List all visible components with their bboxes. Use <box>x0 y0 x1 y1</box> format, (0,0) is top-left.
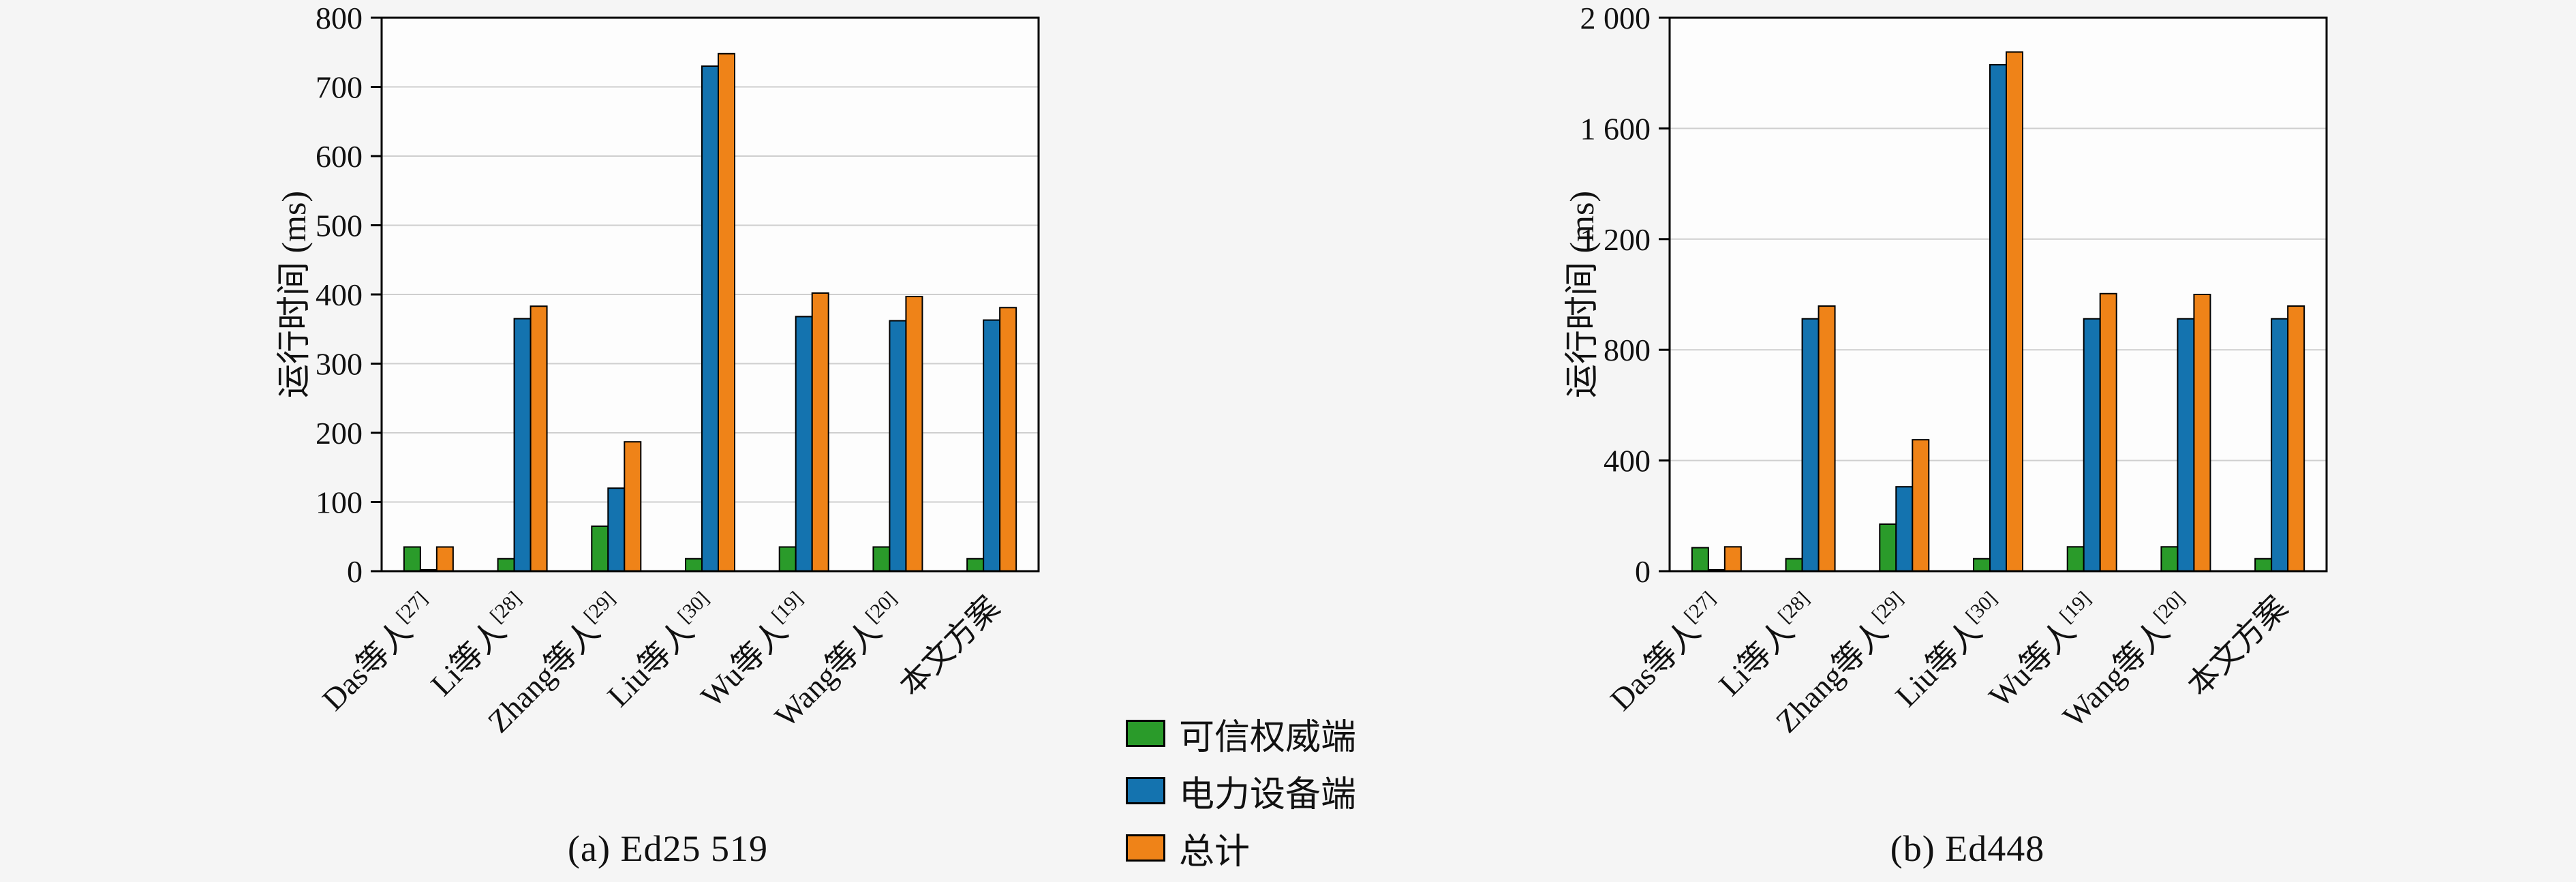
bar-可信权威端-3 <box>685 558 703 572</box>
bar-总计-6 <box>999 307 1017 572</box>
bar-可信权威端-1 <box>497 558 515 572</box>
bar-电力设备端-6 <box>983 319 1001 572</box>
legend: 可信权威端 电力设备端 总计 <box>1126 709 1356 872</box>
chart-ed448: 0 400 800 1 200 1 600 2 000 Das等人[27] Li等人[28] Z… <box>1288 0 2576 882</box>
bar-可信权威端-2 <box>591 526 609 573</box>
y-tick-label: 300 <box>316 347 363 382</box>
legend-item-total: 总计 <box>1126 823 1356 872</box>
y-axis-title: 运行时间 (ms) <box>1563 191 1601 398</box>
bar-总计-2 <box>1912 439 1930 573</box>
bar-可信权威端-2 <box>1879 523 1897 572</box>
bar-总计-3 <box>2006 51 2023 573</box>
legend-label-power-device: 电力设备端 <box>1179 775 1357 815</box>
bar-可信权威端-4 <box>2066 546 2085 572</box>
y-tick-label: 400 <box>316 277 363 312</box>
bar-可信权威端-3 <box>1973 558 1991 572</box>
bar-电力设备端-2 <box>1895 486 1914 572</box>
caption-b: (b) Ed448 <box>1890 828 2045 869</box>
y-tick-label: 500 <box>316 209 363 243</box>
bar-可信权威端-0 <box>403 546 421 572</box>
bar-电力设备端-4 <box>795 316 813 572</box>
bar-总计-2 <box>624 441 642 572</box>
x-tick-label: Das等人[27] <box>1601 587 1731 717</box>
bar-电力设备端-3 <box>701 65 719 573</box>
legend-item-power-device: 电力设备端 <box>1126 766 1356 815</box>
bar-可信权威端-5 <box>2160 546 2179 572</box>
bar-可信权威端-6 <box>2254 558 2273 572</box>
y-tick-label: 800 <box>1604 333 1651 367</box>
bar-总计-0 <box>1723 546 1742 572</box>
y-tick-label: 200 <box>316 416 363 451</box>
legend-swatch-green <box>1126 720 1165 747</box>
bar-电力设备端-4 <box>2083 318 2101 572</box>
bar-电力设备端-5 <box>2177 318 2195 572</box>
y-tick-label: 2 000 <box>1580 1 1651 35</box>
plot-frame <box>1668 16 2328 573</box>
x-tick-label: 本文方案 <box>893 590 1006 703</box>
bar-可信权威端-6 <box>966 558 985 572</box>
bar-可信权威端-5 <box>872 546 891 572</box>
bar-电力设备端-6 <box>2271 318 2289 572</box>
y-tick-label: 700 <box>316 70 363 105</box>
bar-电力设备端-2 <box>607 487 626 573</box>
y-tick-label: 0 <box>1635 554 1651 589</box>
x-tick-label: Das等人[27] <box>313 587 443 717</box>
legend-swatch-orange <box>1126 834 1165 862</box>
bar-电力设备端-3 <box>1989 64 2007 572</box>
y-tick-label: 1 200 <box>1580 222 1651 257</box>
y-axis-title: 运行时间 (ms) <box>275 191 313 398</box>
y-tick-label: 1 600 <box>1580 111 1651 146</box>
caption-a: (a) Ed25 519 <box>568 828 768 869</box>
y-tick-label: 100 <box>316 485 363 520</box>
bar-总计-4 <box>2099 292 2117 572</box>
bar-总计-0 <box>435 546 454 572</box>
legend-item-trusted-authority: 可信权威端 <box>1126 709 1356 758</box>
chart-ed25519-plot: 0100200300400500600700800Das等人[27]Li等人[2… <box>275 1 1040 740</box>
bar-总计-1 <box>530 305 548 572</box>
x-tick-label: 本文方案 <box>2181 590 2294 703</box>
bar-总计-5 <box>905 296 923 572</box>
bar-电力设备端-1 <box>1801 318 1820 572</box>
bar-总计-1 <box>1818 305 1836 572</box>
bar-可信权威端-1 <box>1785 558 1803 572</box>
y-tick-label: 600 <box>316 139 363 174</box>
bar-电力设备端-1 <box>513 318 532 572</box>
y-tick-label: 0 <box>347 554 363 589</box>
legend-label-trusted-authority: 可信权威端 <box>1179 718 1357 757</box>
legend-label-total: 总计 <box>1179 832 1251 872</box>
bar-可信权威端-4 <box>778 546 797 572</box>
bar-总计-4 <box>811 292 829 572</box>
y-tick-label: 800 <box>316 1 363 35</box>
bar-电力设备端-5 <box>889 320 907 572</box>
legend-swatch-blue <box>1126 777 1165 804</box>
bar-总计-5 <box>2193 294 2211 572</box>
bar-总计-3 <box>718 52 735 572</box>
chart-ed25519: 0 100 200 300 400 500 600 700 800 Das等人[27] Li等人[2… <box>275 1 1040 869</box>
bar-可信权威端-0 <box>1691 547 1709 572</box>
bar-总计-6 <box>2287 305 2305 572</box>
y-tick-label: 400 <box>1604 444 1651 478</box>
